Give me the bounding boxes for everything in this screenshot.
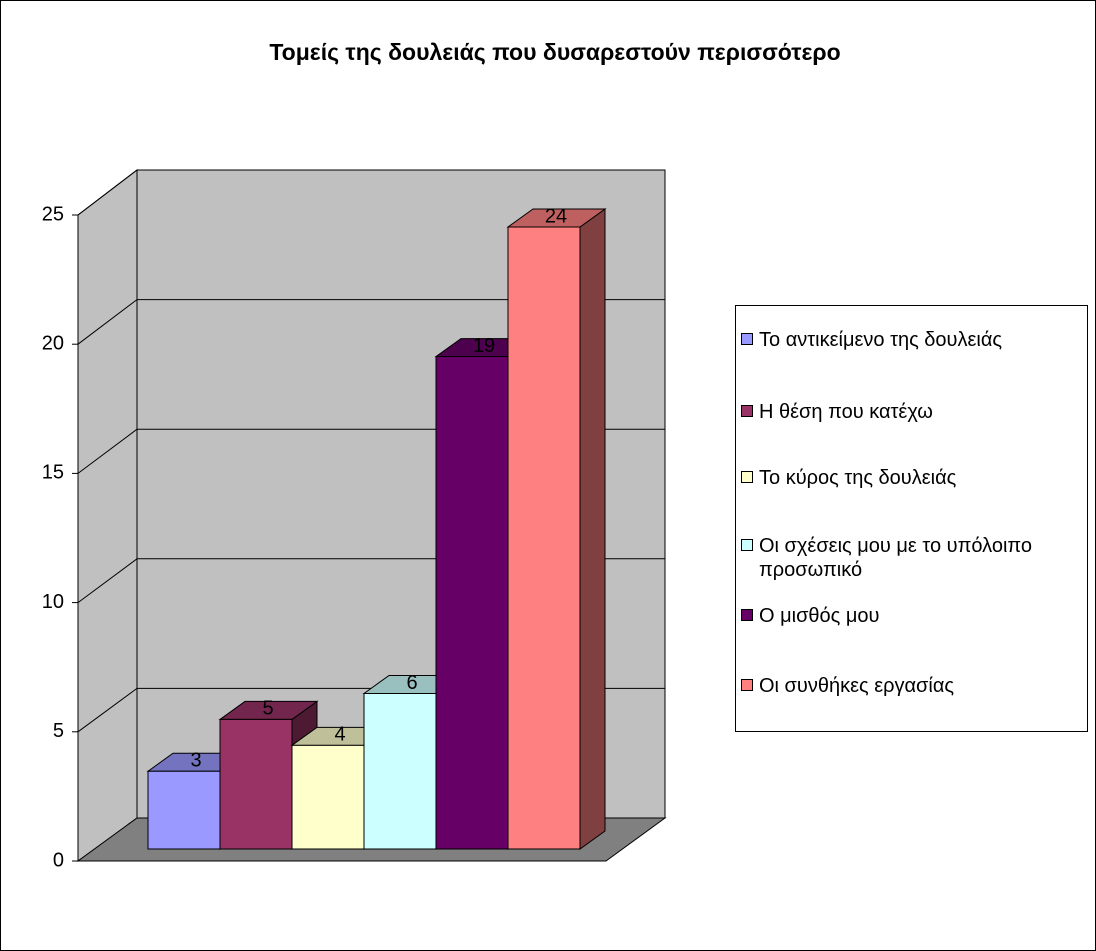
- legend-swatch: [741, 609, 753, 621]
- bar: [435, 356, 509, 850]
- legend-swatch: [741, 471, 753, 483]
- grid-line: [77, 687, 138, 733]
- legend-label: Οι συνθήκες εργασίας: [759, 675, 955, 697]
- data-label: 24: [545, 205, 567, 227]
- data-label: 5: [262, 698, 273, 720]
- legend-swatch: [741, 333, 753, 345]
- legend-entry: Οι συνθήκες εργασίας: [741, 674, 1081, 698]
- legend-swatch: [741, 679, 753, 691]
- legend-entry: Το κύρος της δουλειάς: [741, 466, 1081, 490]
- legend-label: Το κύρος της δουλειάς: [759, 467, 957, 489]
- y-tick-label: 5: [53, 720, 64, 742]
- data-label: 19: [473, 335, 495, 357]
- chart-title: Τομείς της δουλειάς που δυσαρεστούν περι…: [269, 39, 840, 65]
- legend-label: Το αντικείμενο της δουλειάς: [759, 329, 1003, 351]
- legend-label: Η θέση που κατέχω: [759, 401, 933, 423]
- bar: [507, 226, 581, 850]
- bar: [147, 770, 221, 850]
- y-tick-label: 20: [42, 332, 64, 354]
- data-label: 4: [334, 724, 345, 746]
- grid-line: [77, 428, 138, 474]
- side-wall: [77, 168, 138, 862]
- data-label: 6: [406, 672, 417, 694]
- bar: [291, 744, 365, 850]
- bar-side: [579, 208, 606, 850]
- bar: [219, 718, 293, 850]
- legend: Το αντικείμενο της δουλειάς Η θέση που κα…: [735, 305, 1088, 732]
- data-label: 3: [190, 750, 201, 772]
- legend-entry: Οι σχέσεις μου με το υπόλοιπο προσωπικό: [741, 534, 1081, 582]
- legend-entry: Η θέση που κατέχω: [741, 400, 1081, 424]
- legend-label: Οι σχέσεις μου με το υπόλοιπο προσωπικό: [759, 535, 1033, 581]
- legend-entry: Ο μισθός μου: [741, 604, 1081, 628]
- bar: [363, 693, 437, 850]
- grid-line: [77, 299, 138, 345]
- y-tick-label: 25: [42, 203, 64, 225]
- y-tick-label: 10: [42, 591, 64, 613]
- legend-label: Ο μισθός μου: [759, 605, 880, 627]
- y-tick-label: 15: [42, 462, 64, 484]
- legend-swatch: [741, 539, 753, 551]
- y-tick-label: 0: [53, 849, 64, 871]
- legend-entry: Το αντικείμενο της δουλειάς: [741, 328, 1081, 352]
- bars: [146, 208, 607, 850]
- grid-line: [77, 169, 138, 216]
- grid-line: [77, 558, 138, 604]
- legend-swatch: [741, 405, 753, 417]
